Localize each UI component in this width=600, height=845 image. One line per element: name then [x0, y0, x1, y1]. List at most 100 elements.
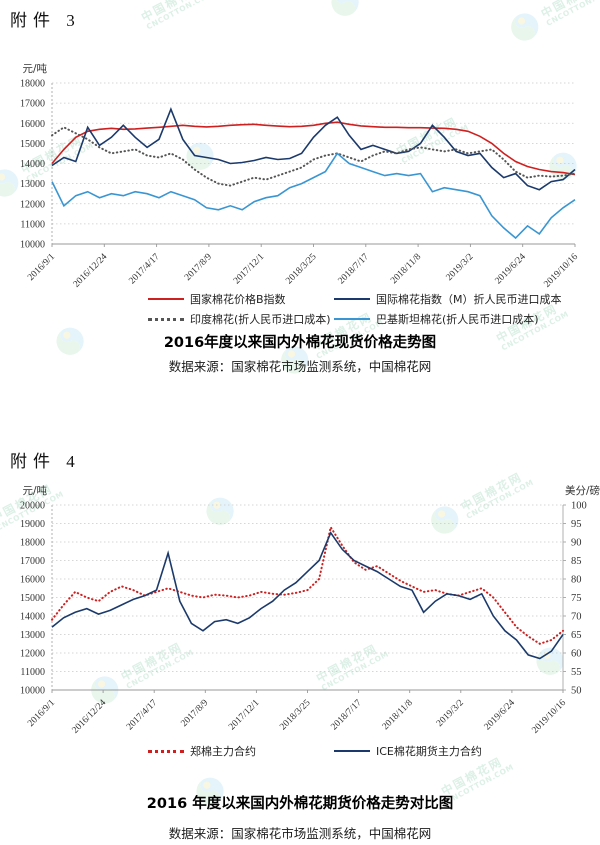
- y2-axis-unit: 美分/磅: [565, 484, 600, 497]
- y2-tick-label: 65: [571, 630, 582, 641]
- futures-chart-legend: 郑棉主力合约 ICE棉花期货主力合约: [0, 743, 600, 759]
- series-line-3: [51, 152, 576, 240]
- legend-label: 巴基斯坦棉花(折人民币进口成本): [376, 313, 539, 326]
- y2-tick-label: 60: [571, 649, 582, 660]
- cncotton-logo-icon: [331, 0, 359, 16]
- cncotton-logo-icon: [511, 13, 539, 41]
- legend-item: 巴基斯坦棉花(折人民币进口成本): [334, 311, 600, 327]
- y-tick-label: 15000: [20, 139, 45, 150]
- series-line-0: [51, 524, 564, 645]
- legend-label: 印度棉花(折人民币进口成本): [190, 313, 331, 326]
- x-tick-label: 2018/7/17: [337, 252, 371, 286]
- y-axis-unit: 元/吨: [22, 484, 47, 497]
- y2-tick-label: 55: [571, 667, 582, 678]
- legend-line-sample: [334, 318, 370, 320]
- x-tick-label: 2016/12/24: [71, 698, 109, 736]
- x-tick-label: 2016/12/24: [72, 252, 110, 290]
- legend-label: ICE棉花期货主力合约: [376, 745, 482, 758]
- x-tick-label: 2016/9/1: [26, 252, 57, 283]
- y-tick-label: 18000: [20, 538, 45, 549]
- x-tick-label: 2018/3/25: [284, 252, 318, 286]
- y2-tick-label: 95: [571, 519, 582, 530]
- cncotton-logo-icon: [323, 0, 368, 27]
- x-tick-label: 2019/10/16: [542, 252, 580, 290]
- y-tick-label: 14000: [20, 612, 45, 623]
- y-tick-label: 18000: [20, 79, 45, 90]
- y-tick-label: 13000: [20, 630, 45, 641]
- legend-line-sample: [148, 298, 184, 300]
- y-tick-label: 11000: [20, 219, 45, 230]
- y-tick-label: 16000: [20, 575, 45, 586]
- y2-tick-label: 85: [571, 556, 582, 567]
- y-axis-unit: 元/吨: [22, 62, 47, 75]
- x-tick-label: 2018/7/17: [329, 698, 363, 732]
- y2-tick-label: 80: [571, 575, 582, 586]
- x-tick-label: 2019/6/24: [483, 698, 517, 732]
- legend-line-sample: [148, 317, 184, 321]
- futures-price-chart: 10000 11000 12000 13000 14000 15000 16000 17000…: [20, 484, 600, 736]
- series-line-0: [51, 121, 576, 176]
- futures-chart-source: 数据来源：国家棉花市场监测系统，中国棉花网: [168, 826, 432, 841]
- x-tick-label: 2016/9/1: [26, 698, 57, 729]
- x-tick-label: 2017/8/9: [179, 698, 210, 729]
- x-tick-label: 2017/4/17: [127, 252, 161, 286]
- legend-item: 国家棉花价格B指数: [148, 291, 334, 307]
- y-tick-label: 20000: [20, 501, 45, 512]
- x-tick-label: 2019/10/16: [530, 698, 568, 736]
- y-tick-label: 12000: [20, 199, 45, 210]
- legend-line-sample: [148, 749, 184, 753]
- x-tick-label: 2017/12/1: [227, 698, 261, 732]
- attachment-3-label: 附件 3: [10, 11, 81, 30]
- y-tick-label: 10000: [20, 240, 45, 251]
- x-tick-label: 2019/3/2: [435, 698, 466, 729]
- y-tick-label: 13000: [20, 179, 45, 190]
- legend-label: 国家棉花价格B指数: [190, 293, 286, 306]
- attachment-4-label: 附件 4: [10, 452, 81, 471]
- x-tick-label: 2018/11/8: [381, 698, 415, 732]
- y-tick-label: 17000: [20, 99, 45, 110]
- series-line-2: [51, 126, 576, 187]
- y2-tick-label: 100: [571, 501, 587, 512]
- y-tick-label: 10000: [20, 686, 45, 697]
- legend-item: 国际棉花指数（M）折人民币进口成本: [334, 291, 600, 307]
- cncotton-logo-icon: [503, 5, 548, 52]
- x-tick-label: 2017/8/9: [183, 252, 214, 283]
- y2-tick-label: 70: [571, 612, 582, 623]
- y2-tick-label: 75: [571, 593, 582, 604]
- legend-line-sample: [334, 298, 370, 300]
- y-tick-label: 19000: [20, 519, 45, 530]
- spot-chart-title: 2016年度以来国内外棉花现货价格走势图: [163, 335, 437, 351]
- futures-chart-title: 2016 年度以来国内外棉花期货价格走势对比图: [146, 796, 454, 812]
- legend-item: 郑棉主力合约: [148, 743, 334, 759]
- y2-tick-label: 50: [571, 686, 582, 697]
- y-tick-label: 17000: [20, 556, 45, 567]
- legend-item: ICE棉花期货主力合约: [334, 743, 600, 759]
- x-tick-label: 2017/12/1: [232, 252, 266, 286]
- spot-chart-legend: 国家棉花价格B指数 国际棉花指数（M）折人民币进口成本印度棉花(折人民币进口成本)…: [0, 291, 600, 327]
- y-tick-label: 16000: [20, 119, 45, 130]
- x-tick-label: 2019/6/24: [494, 252, 528, 286]
- x-tick-label: 2018/3/25: [278, 698, 312, 732]
- x-tick-label: 2018/11/8: [389, 252, 423, 286]
- series-line-1: [51, 531, 564, 660]
- spot-price-chart: 10000 11000 12000 13000 14000 15000 16000 17000…: [20, 62, 580, 290]
- y-tick-label: 12000: [20, 649, 45, 660]
- legend-line-sample: [334, 750, 370, 752]
- series-line-1: [51, 107, 576, 191]
- x-tick-label: 2019/3/2: [445, 252, 476, 283]
- y2-tick-label: 90: [571, 538, 582, 549]
- y-tick-label: 11000: [20, 667, 45, 678]
- legend-item: 印度棉花(折人民币进口成本): [148, 311, 334, 327]
- legend-label: 国际棉花指数（M）折人民币进口成本: [376, 293, 562, 306]
- legend-label: 郑棉主力合约: [190, 745, 256, 758]
- y-tick-label: 14000: [20, 159, 45, 170]
- x-tick-label: 2017/4/17: [125, 698, 159, 732]
- watermark: [323, 0, 368, 27]
- y-tick-label: 15000: [20, 593, 45, 604]
- spot-chart-source: 数据来源：国家棉花市场监测系统，中国棉花网: [168, 359, 432, 374]
